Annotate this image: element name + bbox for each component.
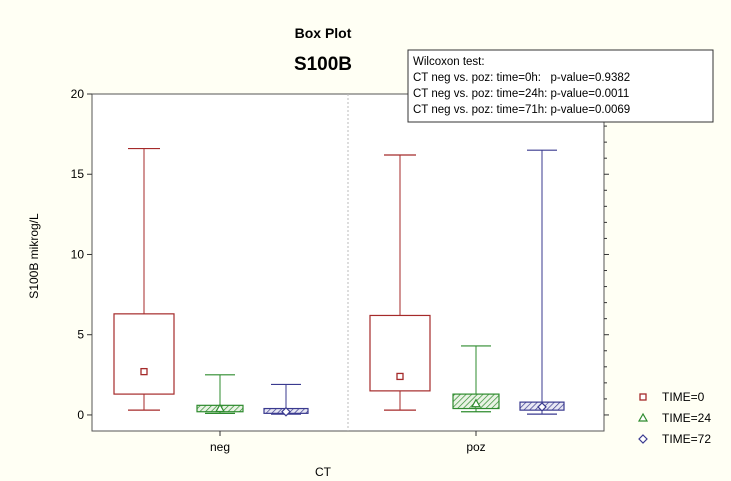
x-tick-label: poz [466, 440, 485, 454]
y-tick-label: 10 [71, 247, 85, 261]
box-time-72-neg [263, 383, 309, 417]
x-axis-label: CT [315, 465, 332, 479]
box-time-24-poz [452, 345, 500, 413]
median-diamond-marker [537, 402, 547, 412]
legend-label: TIME=0 [662, 390, 705, 404]
legend-label: TIME=24 [662, 411, 711, 425]
legend-square-marker [639, 393, 647, 401]
legend-triangle-marker [637, 412, 649, 422]
median-diamond-marker [281, 406, 291, 417]
legend: TIME=0 TIME=24 TIME=72 [637, 390, 711, 446]
annotation-line: CT neg vs. poz: time=71h: p-value=0.0069 [413, 104, 630, 116]
y-tick-label: 20 [71, 87, 85, 101]
median-square-marker [140, 367, 148, 376]
wilcoxon-annotation: Wilcoxon test: CT neg vs. poz: time=0h: p… [407, 49, 714, 123]
legend-diamond-marker [638, 434, 648, 444]
box-rect [113, 313, 175, 395]
annotation-line: Wilcoxon test: [413, 56, 485, 68]
x-tick-label: neg [210, 440, 230, 454]
chart-title: S100B [294, 54, 352, 75]
y-axis-label: S100B mikrog/L [27, 213, 41, 299]
y-tick-label: 0 [77, 408, 84, 422]
annotation-line: CT neg vs. poz: time=24h: p-value=0.0011 [413, 88, 629, 100]
median-triangle-marker [470, 398, 482, 408]
annotation-line: CT neg vs. poz: time=0h: p-value=0.9382 [413, 72, 630, 84]
box-time-0-neg [113, 147, 175, 411]
plot-area: 0 5 10 15 20 neg poz [71, 87, 609, 454]
chart-suptitle: Box Plot [295, 25, 352, 41]
y-tick-label: 15 [71, 167, 85, 181]
box-time-24-neg [196, 374, 244, 414]
annotation-frame [407, 49, 714, 123]
median-triangle-marker [214, 403, 226, 413]
box-time-72-poz [519, 149, 565, 415]
box-time-0-poz [369, 154, 431, 411]
y-tick-label: 5 [77, 328, 84, 342]
median-square-marker [396, 372, 404, 381]
legend-label: TIME=72 [662, 432, 711, 446]
